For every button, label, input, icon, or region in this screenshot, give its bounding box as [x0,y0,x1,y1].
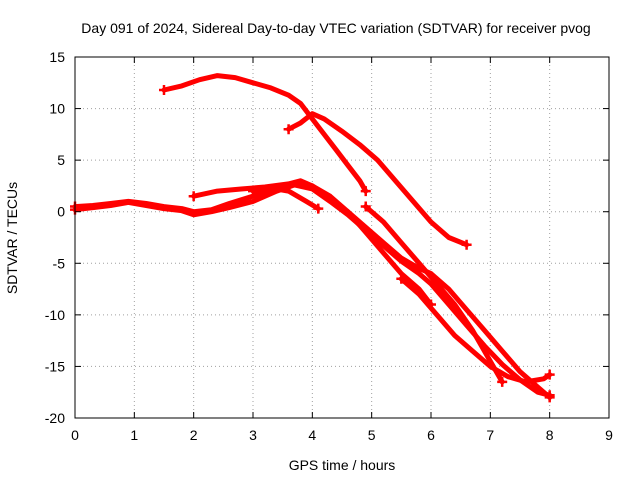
y-tick-label: -15 [45,358,65,374]
y-axis-label: SDTVAR / TECUs [4,182,20,294]
x-tick-label: 2 [190,427,198,443]
y-tick-label: -10 [45,307,65,323]
series-endpoint-marker [188,191,199,202]
series-line-arc-3 [191,178,434,307]
y-tick-label: -5 [53,255,66,271]
series-endpoint-marker [159,85,169,96]
y-tick-label: 5 [57,152,65,168]
series-endpoint-marker [544,369,555,380]
data-series [70,73,555,403]
x-axis-label: GPS time / hours [289,457,396,473]
series-line-arc-7 [286,111,470,248]
y-tick-label: 10 [49,101,65,117]
series-endpoint-marker [313,203,324,214]
x-tick-label: 5 [368,427,376,443]
series-line-arc-5 [398,276,553,385]
x-tick-label: 6 [427,427,435,443]
x-tick-label: 7 [486,427,494,443]
x-tick-label: 0 [71,427,79,443]
x-tick-label: 8 [546,427,554,443]
series-line-arc-8 [250,185,321,212]
series-endpoint-marker [360,201,371,212]
x-tick-label: 1 [130,427,138,443]
x-tick-label: 3 [249,427,257,443]
x-tick-label: 9 [605,427,613,443]
series-endpoint-marker [248,186,258,197]
series-endpoint-marker [497,376,508,387]
y-tick-label: 0 [57,204,65,220]
chart-title: Day 091 of 2024, Sidereal Day-to-day VTE… [81,20,590,36]
grid [75,57,609,418]
y-tick-label: 15 [49,49,65,65]
series-endpoint-marker [396,273,407,284]
series-endpoint-marker [544,390,555,401]
series-endpoint-marker [283,124,294,135]
series-line-arc-4 [363,204,505,385]
ticks: 0 1 2 3 4 5 6 7 8 9 15 10 5 0 -5 -10 -15 -20 [45,49,613,443]
series-endpoint-marker [360,186,371,197]
series-endpoint-marker [461,239,472,250]
series-line-arc-6 [161,73,369,194]
series-line-arc-2 [72,182,553,398]
x-tick-label: 4 [308,427,316,443]
plot-frame [74,56,610,419]
y-tick-label: -20 [45,410,65,426]
